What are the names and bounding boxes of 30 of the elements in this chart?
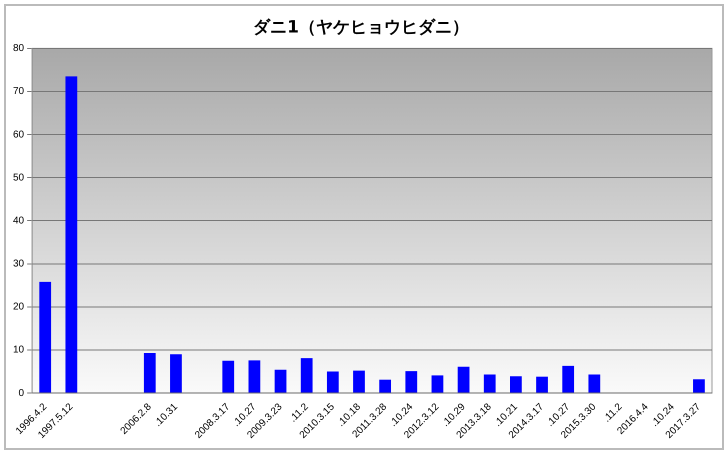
- bar: [300, 358, 313, 393]
- bar: [222, 360, 234, 393]
- bar: [405, 371, 418, 393]
- bar: [379, 380, 392, 393]
- bar: [458, 366, 470, 393]
- y-tick-label: 70: [13, 86, 25, 98]
- y-tick-label: 50: [13, 172, 25, 184]
- y-tick-label: 10: [13, 344, 25, 356]
- y-tick-label: 30: [13, 258, 25, 270]
- bar: [484, 374, 496, 393]
- y-tick-label: 40: [13, 215, 25, 226]
- bar: [65, 76, 78, 393]
- y-tick-label: 20: [13, 302, 25, 313]
- bar: [170, 354, 182, 393]
- bar: [510, 376, 522, 393]
- bar: [536, 376, 548, 393]
- bar: [562, 366, 574, 393]
- chart-title: ダニ1（ヤケヒョウヒダニ）: [253, 18, 469, 38]
- bar: [144, 352, 156, 393]
- y-tick-label: 0: [18, 388, 25, 399]
- bar: [693, 379, 705, 393]
- y-tick-label: 80: [13, 43, 25, 54]
- bar: [274, 370, 286, 393]
- bar: [353, 370, 365, 393]
- bar: [39, 282, 52, 393]
- y-tick-label: 60: [13, 129, 25, 140]
- bar: [588, 374, 600, 393]
- bar: [326, 372, 339, 393]
- bar: [432, 375, 444, 393]
- bar: [248, 360, 260, 393]
